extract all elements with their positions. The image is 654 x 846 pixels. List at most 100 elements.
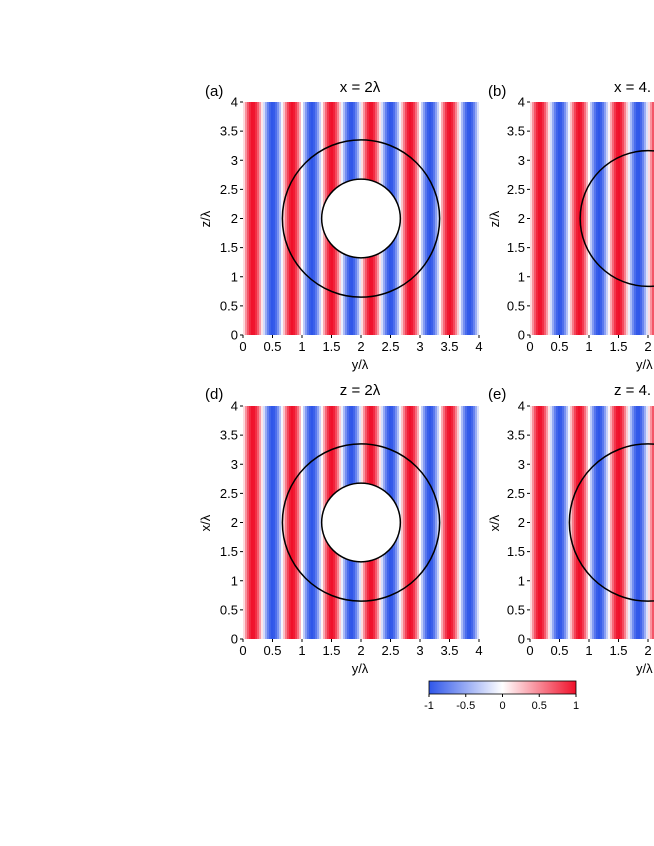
heatmap-column xyxy=(421,406,424,639)
heatmap-column xyxy=(538,102,541,335)
outer-circle xyxy=(568,443,654,602)
heatmap-column xyxy=(626,406,629,639)
heatmap-column xyxy=(405,102,408,335)
heatmap-column xyxy=(293,102,296,335)
heatmap-column xyxy=(295,102,298,335)
heatmap-column xyxy=(247,102,250,335)
heatmap-column xyxy=(401,102,404,335)
heatmap-column xyxy=(269,406,272,639)
heatmap-column xyxy=(540,102,543,335)
heatmap-column xyxy=(600,406,603,639)
heatmap-column xyxy=(437,102,440,335)
y-tick-label: 4 xyxy=(518,95,525,110)
x-tick-label: 4 xyxy=(475,339,482,354)
x-tick-label: 0.5 xyxy=(263,339,281,354)
heatmap-column xyxy=(423,406,426,639)
y-tick-label: 4 xyxy=(518,399,525,414)
heatmap-column xyxy=(534,406,537,639)
heatmap-column xyxy=(556,406,559,639)
heatmap-column xyxy=(431,102,434,335)
heatmap-column xyxy=(562,406,565,639)
panel-b-label: (b) xyxy=(488,83,506,100)
heatmap-column xyxy=(574,406,577,639)
heatmap-column xyxy=(568,102,571,335)
heatmap-column xyxy=(594,102,597,335)
inner-circle xyxy=(320,178,402,259)
panel-b-xlabel: y/λ xyxy=(636,357,653,372)
heatmap-column xyxy=(620,406,623,639)
heatmap-column xyxy=(532,406,535,639)
heatmap-column xyxy=(566,406,569,639)
heatmap-column xyxy=(534,102,537,335)
y-tick-label: 4 xyxy=(231,399,238,414)
heatmap-column xyxy=(409,102,412,335)
x-tick-label: 3.5 xyxy=(440,643,458,658)
x-tick-label: 0.5 xyxy=(263,643,281,658)
y-tick-label: 1 xyxy=(518,573,525,588)
heatmap-column xyxy=(546,406,549,639)
panel-d-xlabel: y/λ xyxy=(352,661,369,676)
heatmap-area xyxy=(530,406,654,639)
heatmap-column xyxy=(255,406,258,639)
x-tick-label: 0.5 xyxy=(550,339,568,354)
heatmap-column xyxy=(291,406,294,639)
heatmap-column xyxy=(538,406,541,639)
heatmap-column xyxy=(467,406,470,639)
heatmap-column xyxy=(564,102,567,335)
y-tick-label: 1 xyxy=(231,573,238,588)
heatmap-column xyxy=(646,406,649,639)
heatmap-column xyxy=(449,406,452,639)
heatmap-column xyxy=(269,102,272,335)
heatmap-column xyxy=(259,406,262,639)
y-tick-label: 1.5 xyxy=(220,240,238,255)
heatmap-column xyxy=(572,406,575,639)
panel-e-label: (e) xyxy=(488,386,506,403)
heatmap-column xyxy=(287,406,290,639)
heatmap-column xyxy=(634,102,637,335)
heatmap-column xyxy=(273,406,276,639)
heatmap-column xyxy=(624,102,627,335)
heatmap-column xyxy=(465,406,468,639)
y-tick-label: 3.5 xyxy=(507,124,525,139)
panel-d: (d) z = 2λ x/λ y/λ 0 0.5 1 1.5 2 2.5 3 3.5 4 0 0.5… xyxy=(198,382,483,676)
y-tick-label: 3.5 xyxy=(220,428,238,443)
x-tick-label: 3 xyxy=(416,339,423,354)
heatmap-column xyxy=(596,406,599,639)
heatmap-column xyxy=(313,406,316,639)
heatmap-column xyxy=(616,406,619,639)
heatmap-column xyxy=(289,102,292,335)
heatmap-column xyxy=(279,102,282,335)
heatmap-column xyxy=(425,406,428,639)
y-tick-label: 3.5 xyxy=(220,124,238,139)
heatmap-column xyxy=(405,406,408,639)
heatmap-column xyxy=(570,102,573,335)
heatmap-column xyxy=(650,102,653,335)
inner-circle xyxy=(320,482,402,563)
heatmap-column xyxy=(421,102,424,335)
heatmap-column xyxy=(610,102,613,335)
heatmap-column xyxy=(570,406,573,639)
heatmap-column xyxy=(455,406,458,639)
heatmap-column xyxy=(544,406,547,639)
heatmap-column xyxy=(572,102,575,335)
heatmap-column xyxy=(259,102,262,335)
y-tick-label: 0.5 xyxy=(507,298,525,313)
heatmap-column xyxy=(449,102,452,335)
heatmap-column xyxy=(628,406,631,639)
heatmap-column xyxy=(429,102,432,335)
heatmap-column xyxy=(556,102,559,335)
heatmap-column xyxy=(299,406,302,639)
heatmap-column xyxy=(267,406,270,639)
y-tick-label: 1 xyxy=(518,269,525,284)
heatmap-column xyxy=(594,406,597,639)
y-tick-label: 2.5 xyxy=(507,486,525,501)
panel-a-title: x = 2λ xyxy=(340,79,381,96)
heatmap-column xyxy=(588,406,591,639)
x-tick-label: 0 xyxy=(526,643,533,658)
heatmap-column xyxy=(401,406,404,639)
heatmap-column xyxy=(471,406,474,639)
y-tick-label: 0 xyxy=(231,632,238,647)
x-tick-label: 0 xyxy=(239,339,246,354)
heatmap-column xyxy=(275,102,278,335)
